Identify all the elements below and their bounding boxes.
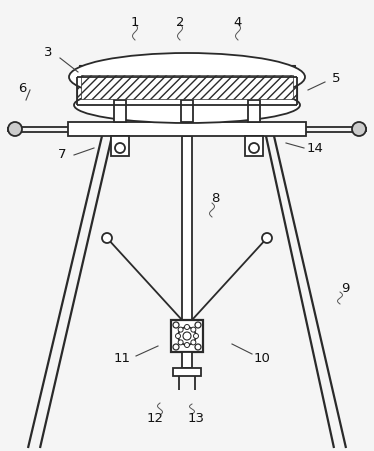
Circle shape (175, 333, 181, 339)
Circle shape (178, 340, 183, 345)
Text: 10: 10 (254, 351, 270, 364)
Circle shape (184, 342, 190, 348)
Circle shape (115, 143, 125, 153)
Circle shape (352, 122, 366, 136)
Bar (173, 368, 201, 376)
Bar (81, 75, 293, 99)
Circle shape (184, 325, 190, 330)
Bar (182, 136, 192, 345)
Circle shape (183, 332, 191, 340)
Circle shape (8, 122, 22, 136)
Bar (114, 100, 126, 122)
Text: 1: 1 (131, 15, 139, 28)
Bar (77, 77, 297, 105)
Bar (245, 136, 263, 156)
Circle shape (195, 344, 201, 350)
Bar (182, 352, 192, 368)
Circle shape (262, 233, 272, 243)
Text: 14: 14 (307, 142, 324, 155)
Bar (248, 100, 260, 122)
Bar (111, 136, 129, 156)
Text: 3: 3 (44, 46, 52, 59)
Text: 7: 7 (58, 148, 66, 161)
Text: 12: 12 (147, 411, 163, 424)
Bar (171, 320, 203, 352)
Ellipse shape (74, 87, 300, 123)
Circle shape (102, 233, 112, 243)
Circle shape (178, 327, 183, 332)
Circle shape (178, 327, 196, 345)
Circle shape (173, 322, 179, 328)
Circle shape (191, 340, 196, 345)
Circle shape (195, 322, 201, 328)
Text: 4: 4 (234, 15, 242, 28)
Text: 6: 6 (18, 82, 26, 95)
Text: 9: 9 (341, 281, 349, 295)
Ellipse shape (69, 53, 305, 101)
Circle shape (193, 333, 199, 339)
Text: 11: 11 (113, 351, 131, 364)
Bar (68, 122, 306, 136)
Text: 13: 13 (187, 411, 205, 424)
Text: 2: 2 (176, 15, 184, 28)
Circle shape (249, 143, 259, 153)
Bar (79, 65, 295, 79)
Circle shape (191, 327, 196, 332)
Bar (181, 100, 193, 122)
Circle shape (173, 344, 179, 350)
Text: 5: 5 (332, 72, 340, 84)
Text: 8: 8 (211, 192, 219, 204)
